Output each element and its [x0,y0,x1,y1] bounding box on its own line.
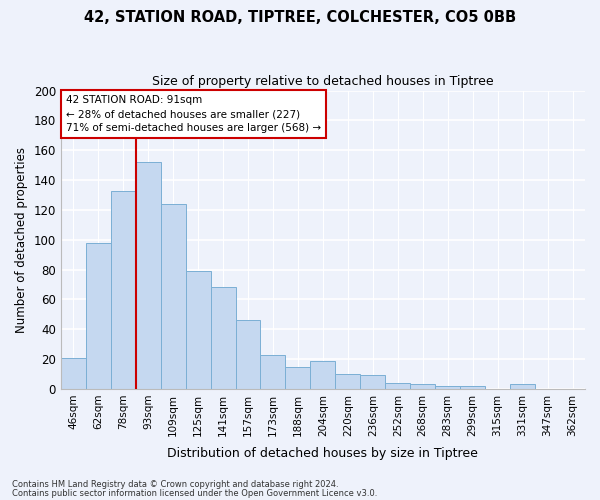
X-axis label: Distribution of detached houses by size in Tiptree: Distribution of detached houses by size … [167,447,478,460]
Bar [111,190,136,389]
Bar [185,271,211,389]
Text: 42, STATION ROAD, TIPTREE, COLCHESTER, CO5 0BB: 42, STATION ROAD, TIPTREE, COLCHESTER, C… [84,10,516,25]
Bar [236,320,260,389]
Bar [510,384,535,389]
Y-axis label: Number of detached properties: Number of detached properties [15,146,28,332]
Bar [260,354,286,389]
Bar [435,386,460,389]
Bar [61,358,86,389]
Bar [211,288,236,389]
Bar [335,374,361,389]
Bar [286,366,310,389]
Bar [310,360,335,389]
Text: 42 STATION ROAD: 91sqm
← 28% of detached houses are smaller (227)
71% of semi-de: 42 STATION ROAD: 91sqm ← 28% of detached… [66,95,321,133]
Bar [410,384,435,389]
Bar [385,383,410,389]
Title: Size of property relative to detached houses in Tiptree: Size of property relative to detached ho… [152,75,494,88]
Bar [86,242,111,389]
Bar [136,162,161,389]
Text: Contains public sector information licensed under the Open Government Licence v3: Contains public sector information licen… [12,488,377,498]
Bar [460,386,485,389]
Text: Contains HM Land Registry data © Crown copyright and database right 2024.: Contains HM Land Registry data © Crown c… [12,480,338,489]
Bar [161,204,185,389]
Bar [361,376,385,389]
